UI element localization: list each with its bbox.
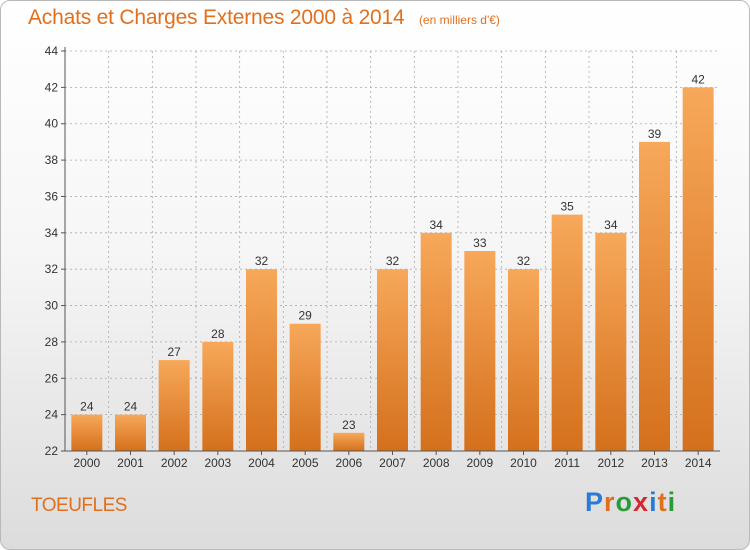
bar bbox=[202, 341, 234, 451]
y-tick-label: 26 bbox=[45, 371, 59, 385]
data-label: 29 bbox=[298, 309, 312, 323]
x-tick-label: 2011 bbox=[554, 456, 580, 470]
y-tick-label: 24 bbox=[45, 408, 59, 422]
x-tick-label: 2008 bbox=[423, 456, 450, 470]
chart-title: Achats et Charges Externes 2000 à 2014 bbox=[28, 6, 405, 29]
data-label: 27 bbox=[167, 345, 181, 359]
logo-letter: x bbox=[633, 487, 650, 517]
bar bbox=[639, 141, 670, 451]
title-row: Achats et Charges Externes 2000 à 2014 (… bbox=[28, 6, 500, 30]
data-label: 34 bbox=[429, 218, 443, 232]
y-tick-label: 30 bbox=[45, 299, 59, 313]
x-tick-label: 2001 bbox=[117, 456, 144, 470]
bar bbox=[115, 414, 146, 451]
x-tick-label: 2003 bbox=[204, 456, 231, 470]
bar bbox=[158, 360, 190, 451]
y-tick-label: 22 bbox=[45, 444, 59, 458]
data-label: 32 bbox=[517, 254, 531, 268]
logo-letter: r bbox=[604, 487, 616, 517]
proxiti-logo[interactable]: Proxiti bbox=[585, 487, 676, 518]
data-label: 42 bbox=[691, 72, 705, 86]
bar bbox=[377, 269, 408, 451]
data-label: 33 bbox=[473, 236, 487, 250]
data-label: 32 bbox=[386, 254, 400, 268]
y-tick-label: 36 bbox=[45, 189, 59, 203]
x-tick-label: 2013 bbox=[641, 456, 668, 470]
x-tick-label: 2000 bbox=[73, 456, 100, 470]
data-label: 39 bbox=[648, 127, 662, 141]
y-tick-label: 42 bbox=[45, 80, 59, 94]
bar bbox=[508, 269, 539, 451]
x-tick-label: 2012 bbox=[597, 456, 624, 470]
logo-letter: o bbox=[615, 487, 634, 517]
data-label: 32 bbox=[255, 254, 269, 268]
place-name: TOEUFLES bbox=[31, 495, 127, 516]
x-tick-label: 2002 bbox=[161, 456, 188, 470]
x-tick-label: 2007 bbox=[379, 456, 406, 470]
y-tick-label: 40 bbox=[45, 117, 59, 131]
y-tick-label: 38 bbox=[45, 153, 59, 167]
bar bbox=[551, 214, 583, 451]
bar bbox=[595, 232, 627, 451]
y-tick-label: 44 bbox=[45, 44, 59, 58]
data-label: 28 bbox=[211, 327, 225, 341]
bar bbox=[71, 414, 103, 451]
bar bbox=[333, 432, 365, 451]
bars: 24 24 27 28 32 29 23 32 34 33 32 35 34 39 42 bbox=[71, 72, 714, 451]
bar bbox=[682, 87, 714, 451]
y-tick-label: 32 bbox=[45, 262, 59, 276]
data-label: 23 bbox=[342, 418, 356, 432]
x-tick-label: 2014 bbox=[685, 456, 712, 470]
logo-letter: i bbox=[649, 487, 658, 517]
data-label: 35 bbox=[560, 200, 574, 214]
x-tick-label: 2010 bbox=[510, 456, 537, 470]
bar bbox=[246, 269, 277, 451]
data-label: 24 bbox=[124, 400, 138, 414]
data-label: 24 bbox=[80, 400, 94, 414]
bar bbox=[289, 323, 321, 451]
axes: 22 24 26 28 30 32 34 36 38 40 42 44 2000 2001 2002 2003… bbox=[45, 44, 720, 470]
logo-letter: P bbox=[585, 487, 605, 517]
logo-letter: t bbox=[657, 487, 668, 517]
x-tick-label: 2004 bbox=[248, 456, 275, 470]
y-tick-label: 34 bbox=[45, 226, 59, 240]
data-label: 34 bbox=[604, 218, 618, 232]
bar bbox=[464, 251, 496, 451]
x-tick-label: 2005 bbox=[292, 456, 319, 470]
chart-subtitle: (en milliers d'€) bbox=[418, 13, 500, 27]
y-tick-label: 28 bbox=[45, 335, 59, 349]
logo-letter: i bbox=[667, 487, 677, 517]
x-tick-label: 2009 bbox=[466, 456, 493, 470]
bar bbox=[420, 232, 452, 451]
x-tick-label: 2006 bbox=[335, 456, 362, 470]
